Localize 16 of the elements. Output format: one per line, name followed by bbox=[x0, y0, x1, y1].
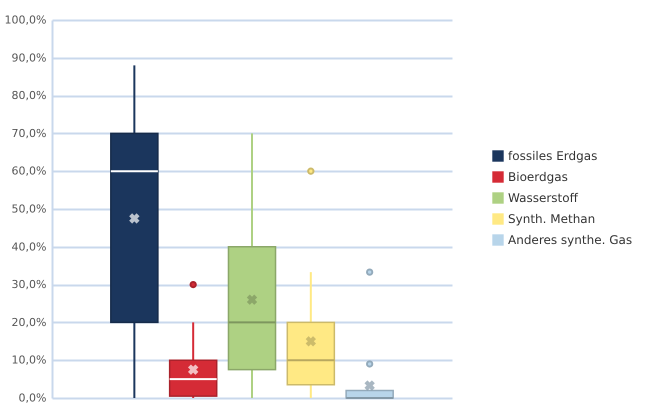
y-tick-label: 60,0% bbox=[12, 164, 46, 178]
y-tick-label: 100,0% bbox=[4, 14, 46, 26]
legend-label: Synth. Methan bbox=[508, 212, 596, 226]
y-tick-label: 70,0% bbox=[12, 126, 46, 140]
y-tick-label: 20,0% bbox=[12, 316, 46, 329]
y-tick-label: 80,0% bbox=[12, 89, 46, 102]
y-tick-label: 90,0% bbox=[12, 51, 46, 64]
y-tick-label: 0,0% bbox=[18, 392, 46, 404]
y-tick-label: 10,0% bbox=[12, 354, 46, 367]
legend-label: Anderes synthe. Gas bbox=[508, 233, 632, 247]
y-tick-label: 30,0% bbox=[12, 278, 46, 292]
y-tick-label: 50,0% bbox=[12, 202, 46, 216]
legend-label: Bioerdgas bbox=[508, 170, 568, 184]
legend-label: Wasserstoff bbox=[508, 191, 579, 205]
legend-label: fossiles Erdgas bbox=[508, 149, 598, 163]
y-tick-label: 40,0% bbox=[12, 240, 46, 254]
